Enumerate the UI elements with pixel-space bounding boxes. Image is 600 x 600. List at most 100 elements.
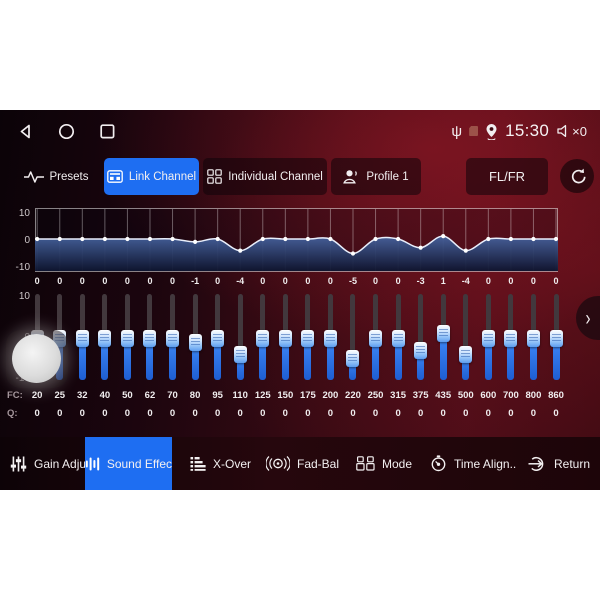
toolbar-item-x-over[interactable]: X-Over: [190, 437, 251, 490]
q-row-label: Q:: [7, 408, 18, 419]
eq-band-value: 0: [124, 276, 130, 286]
slider-handle[interactable]: [481, 329, 495, 347]
slider-handle-ridges: [483, 333, 493, 342]
gain-adjust-icon: [10, 456, 27, 471]
tab-profile[interactable]: Profile 1: [331, 158, 421, 195]
eq-curve-point: [418, 245, 423, 250]
tab-label: Profile 1: [366, 170, 409, 183]
recents-icon[interactable]: [100, 123, 115, 139]
eq-band-slider-175[interactable]: [300, 286, 316, 382]
slider-handle[interactable]: [166, 329, 180, 347]
slider-handle[interactable]: [414, 341, 428, 359]
q-value: 0: [485, 408, 491, 419]
eq-band-value: 0: [305, 276, 311, 286]
eq-band-slider-62[interactable]: [142, 286, 158, 382]
fad-bal-icon: [266, 456, 290, 471]
eq-band-slider-40[interactable]: [97, 286, 113, 382]
eq-band-slider-80[interactable]: [187, 286, 203, 382]
eq-band-slider-375[interactable]: [413, 286, 429, 382]
q-value: 0: [282, 408, 288, 419]
slider-handle[interactable]: [98, 329, 112, 347]
eq-band-slider-220[interactable]: [345, 286, 361, 382]
eq-curve-point: [486, 236, 491, 242]
toolbar-item-gain-adjust[interactable]: Gain Adjus..: [10, 437, 99, 490]
tab-link-channel[interactable]: Link Channel: [104, 158, 199, 195]
slider-handle[interactable]: [75, 329, 89, 347]
slider-handle-ridges: [371, 333, 381, 342]
slider-handle[interactable]: [233, 345, 247, 363]
eq-band-value: -4: [461, 276, 470, 286]
fc-value: 70: [167, 390, 178, 401]
eq-band-slider-860[interactable]: [548, 286, 564, 382]
eq-band-value: 0: [530, 276, 536, 286]
slider-handle[interactable]: [278, 329, 292, 347]
reset-button[interactable]: [560, 159, 594, 193]
eq-band-slider-500[interactable]: [458, 286, 474, 382]
slider-handle[interactable]: [369, 329, 383, 347]
eq-band-slider-150[interactable]: [277, 286, 293, 382]
toolbar-label: Return: [554, 456, 591, 471]
fc-value: 800: [525, 390, 542, 401]
toolbar-item-fad-bal[interactable]: Fad-Bal: [266, 437, 339, 490]
slider-handle[interactable]: [323, 329, 337, 347]
slider-handle[interactable]: [526, 329, 540, 347]
slider-handle[interactable]: [549, 329, 563, 347]
eq-curve-point: [531, 236, 536, 242]
toolbar-item-time-align[interactable]: Time Align..: [430, 437, 516, 490]
slider-handle[interactable]: [188, 333, 202, 351]
eq-band-slider-32[interactable]: [74, 286, 90, 382]
eq-band-slider-435[interactable]: [435, 286, 451, 382]
eq-band-slider-700[interactable]: [503, 286, 519, 382]
eq-curve-point: [35, 236, 40, 242]
slider-handle[interactable]: [120, 329, 134, 347]
slider-fill: [326, 338, 334, 380]
eq-band-slider-70[interactable]: [165, 286, 181, 382]
eq-band-slider-315[interactable]: [390, 286, 406, 382]
tab-individual-channel[interactable]: Individual Channel: [203, 158, 327, 195]
eq-band-slider-600[interactable]: [480, 286, 496, 382]
slider-handle[interactable]: [256, 329, 270, 347]
slider-handle[interactable]: [436, 325, 450, 343]
eq-curve-point: [283, 236, 288, 242]
fc-value: 435: [435, 390, 452, 401]
slider-handle[interactable]: [504, 329, 518, 347]
eq-band-slider-250[interactable]: [368, 286, 384, 382]
slider-handle-ridges: [235, 349, 245, 358]
q-value: 0: [192, 408, 198, 419]
eq-band-slider-800[interactable]: [525, 286, 541, 382]
tab-presets[interactable]: Presets: [10, 158, 102, 195]
toolbar-item-return[interactable]: Return: [528, 437, 590, 490]
fc-value: 500: [457, 390, 474, 401]
slider-handle[interactable]: [346, 350, 360, 367]
slider-handle[interactable]: [459, 345, 473, 363]
slider-handle-ridges: [416, 345, 426, 354]
slider-handle[interactable]: [391, 329, 405, 347]
chevron-right-icon: ›: [585, 306, 591, 330]
eq-band-slider-200[interactable]: [322, 286, 338, 382]
back-icon[interactable]: [17, 123, 33, 140]
eq-band-slider-125[interactable]: [255, 286, 271, 382]
eq-band-slider-110[interactable]: [232, 286, 248, 382]
slider-track: [237, 294, 243, 380]
mode-icon: [356, 456, 375, 471]
time-align-icon: [431, 455, 446, 472]
eq-curve-point: [192, 239, 198, 244]
slider-fill: [146, 338, 154, 380]
fc-value: 125: [254, 390, 271, 401]
toolbar-item-sound-effect[interactable]: Sound Effec: [85, 437, 172, 490]
eq-band-value: 0: [485, 276, 491, 286]
eq-band-slider-50[interactable]: [119, 286, 135, 382]
q-value: 0: [553, 408, 559, 419]
slider-handle[interactable]: [211, 329, 225, 347]
slider-handle[interactable]: [301, 329, 315, 347]
home-icon[interactable]: [58, 123, 75, 140]
eq-curve-graph: [35, 208, 558, 272]
fc-value: 700: [502, 390, 519, 401]
toolbar-item-mode[interactable]: Mode: [356, 437, 412, 490]
eq-band-slider-95[interactable]: [210, 286, 226, 382]
channel-pair-button[interactable]: FL/FR: [466, 158, 548, 195]
q-value: 0: [260, 408, 266, 419]
fc-value: 32: [77, 390, 88, 401]
slider-handle[interactable]: [143, 329, 157, 347]
floating-touch-ball[interactable]: [12, 334, 61, 383]
